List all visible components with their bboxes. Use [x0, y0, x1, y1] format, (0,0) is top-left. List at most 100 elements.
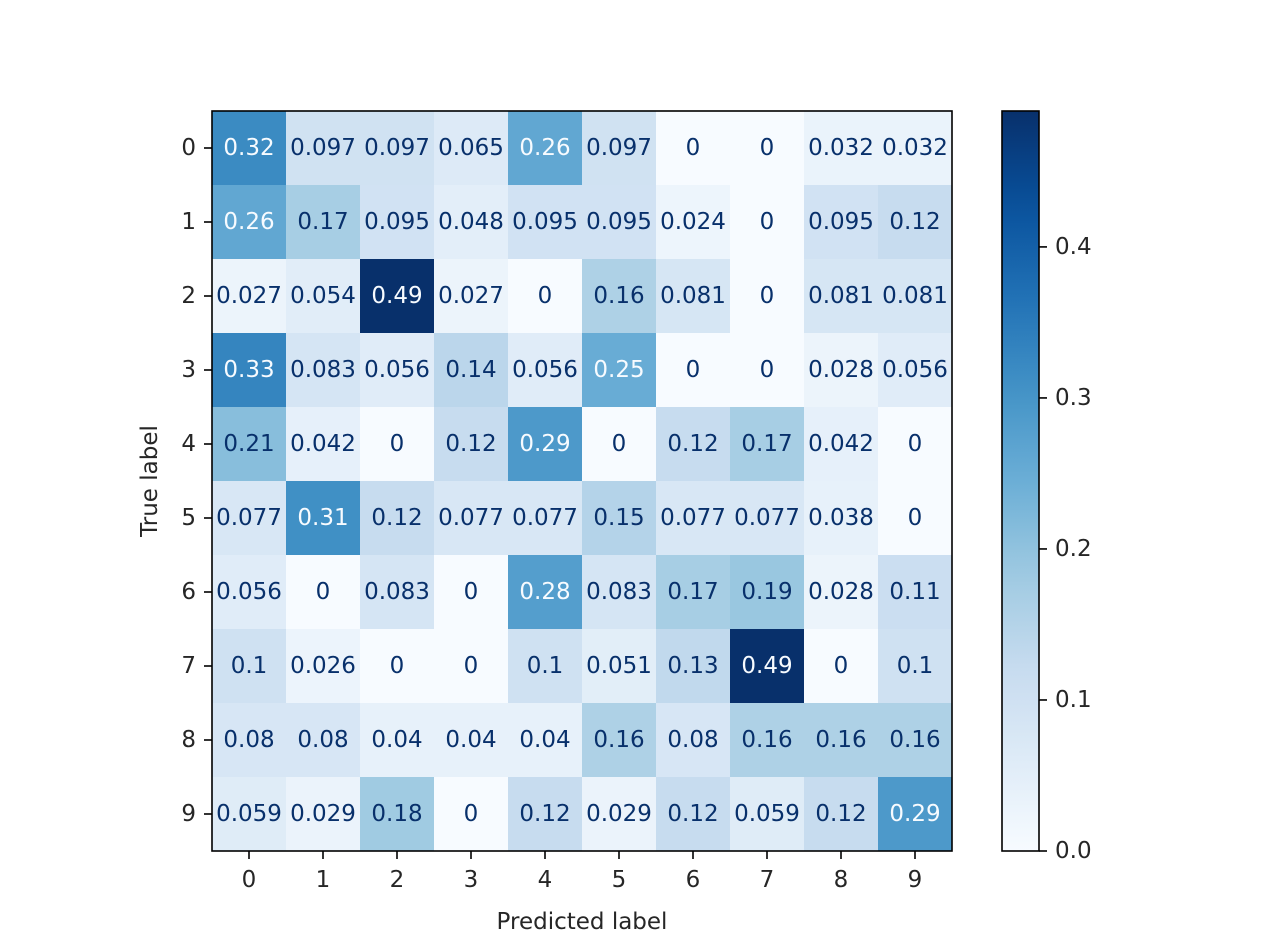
- heatmap-cell: [878, 555, 953, 630]
- x-tick-label: 4: [538, 867, 553, 893]
- colorbar-tick-label: 0.2: [1055, 536, 1092, 562]
- y-tick-label: 1: [181, 209, 196, 235]
- cell-value-label: 0.12: [445, 431, 496, 457]
- heatmap-cell: [434, 333, 509, 408]
- heatmap-cell: [360, 111, 435, 186]
- heatmap-cell: [212, 111, 287, 186]
- cell-value-label: 0: [686, 135, 701, 161]
- cell-value-label: 0.28: [519, 579, 570, 605]
- cell-value-label: 0: [390, 653, 405, 679]
- cell-value-label: 0.081: [882, 283, 948, 309]
- y-axis-ticks: 0 1 2 3 4 5 6 7 8 9: [181, 135, 212, 827]
- heatmap-cell: [434, 629, 509, 704]
- heatmap-cell: [212, 259, 287, 334]
- cell-value-label: 0: [908, 431, 923, 457]
- heatmap-cell: [804, 111, 879, 186]
- cell-value-label: 0.095: [586, 209, 652, 235]
- heatmap-cell: [360, 407, 435, 482]
- cell-value-label: 0.077: [438, 505, 504, 531]
- cell-value-label: 0.048: [438, 209, 504, 235]
- heatmap-cell: [656, 185, 731, 260]
- x-tick-label: 8: [834, 867, 849, 893]
- heatmap-cell: [286, 333, 361, 408]
- cell-value-label: 0.32: [223, 135, 274, 161]
- heatmap-cell: [730, 111, 805, 186]
- cell-value-label: 0.081: [808, 283, 874, 309]
- heatmap-cell: [360, 703, 435, 778]
- cell-value-label: 0.095: [364, 209, 430, 235]
- cell-value-label: 0.077: [512, 505, 578, 531]
- heatmap-cell: [730, 555, 805, 630]
- y-tick-label: 4: [181, 431, 196, 457]
- heatmap-cell: [360, 259, 435, 334]
- cell-value-label: 0.15: [593, 505, 644, 531]
- heatmap-cell: [286, 629, 361, 704]
- x-tick-label: 0: [242, 867, 257, 893]
- heatmap-cell: [360, 481, 435, 556]
- x-tick-label: 5: [612, 867, 627, 893]
- heatmap-cell: [656, 259, 731, 334]
- heatmap-cells: [212, 111, 953, 852]
- heatmap-cell: [508, 629, 583, 704]
- cell-value-label: 0.059: [216, 801, 282, 827]
- cell-value-label: 0.26: [519, 135, 570, 161]
- heatmap-cell: [582, 333, 657, 408]
- heatmap-cell: [804, 777, 879, 852]
- cell-value-label: 0.25: [593, 357, 644, 383]
- cell-value-label: 0.16: [593, 283, 644, 309]
- cell-value-label: 0.16: [593, 727, 644, 753]
- heatmap-cell: [730, 259, 805, 334]
- cell-value-label: 0.097: [290, 135, 356, 161]
- heatmap-cell: [656, 333, 731, 408]
- cell-value-label: 0: [760, 283, 775, 309]
- colorbar: 0.0 0.1 0.2 0.3 0.4: [1001, 110, 1092, 864]
- heatmap-cell: [730, 407, 805, 482]
- cell-value-label: 0: [834, 653, 849, 679]
- cell-value-label: 0: [464, 801, 479, 827]
- heatmap-cell: [582, 555, 657, 630]
- cell-value-label: 0.028: [808, 357, 874, 383]
- cell-value-label: 0.097: [586, 135, 652, 161]
- colorbar-tick-label: 0.1: [1055, 687, 1092, 713]
- cell-value-label: 0.18: [371, 801, 422, 827]
- y-tick-label: 2: [181, 283, 196, 309]
- heatmap-cell: [360, 629, 435, 704]
- colorbar-gradient: [1002, 111, 1039, 851]
- heatmap-cell: [508, 481, 583, 556]
- cell-value-label: 0.04: [519, 727, 570, 753]
- cell-value-label: 0.024: [660, 209, 726, 235]
- cell-value-label: 0: [316, 579, 331, 605]
- heatmap-cell: [360, 555, 435, 630]
- heatmap-cell: [434, 481, 509, 556]
- y-axis-label: True label: [137, 425, 163, 538]
- heatmap-cell: [804, 259, 879, 334]
- heatmap-cell: [804, 407, 879, 482]
- heatmap-cell: [434, 777, 509, 852]
- heatmap-cell: [582, 703, 657, 778]
- heatmap-cell: [582, 111, 657, 186]
- heatmap-cell: [360, 777, 435, 852]
- cell-value-label: 0.056: [512, 357, 578, 383]
- cell-value-label: 0.038: [808, 505, 874, 531]
- heatmap-cell: [212, 703, 287, 778]
- cell-value-label: 0.49: [741, 653, 792, 679]
- cell-value-label: 0.083: [364, 579, 430, 605]
- cell-value-label: 0.077: [216, 505, 282, 531]
- cell-value-label: 0: [390, 431, 405, 457]
- cell-value-label: 0.032: [882, 135, 948, 161]
- heatmap-cell: [878, 259, 953, 334]
- cell-value-label: 0.16: [889, 727, 940, 753]
- colorbar-tick-label: 0.4: [1055, 234, 1092, 260]
- heatmap-cell: [286, 259, 361, 334]
- cell-value-label: 0.12: [519, 801, 570, 827]
- heatmap-cell-labels: 0.32 0.097 0.097 0.065 0.26 0.097 0 0 0.032 0.032…: [216, 135, 948, 827]
- heatmap-cell: [212, 407, 287, 482]
- cell-value-label: 0.054: [290, 283, 356, 309]
- heatmap-cell: [434, 703, 509, 778]
- heatmap-cell: [878, 407, 953, 482]
- heatmap-cell: [656, 629, 731, 704]
- heatmap-cell: [360, 333, 435, 408]
- heatmap-cell: [878, 111, 953, 186]
- cell-value-label: 0.027: [216, 283, 282, 309]
